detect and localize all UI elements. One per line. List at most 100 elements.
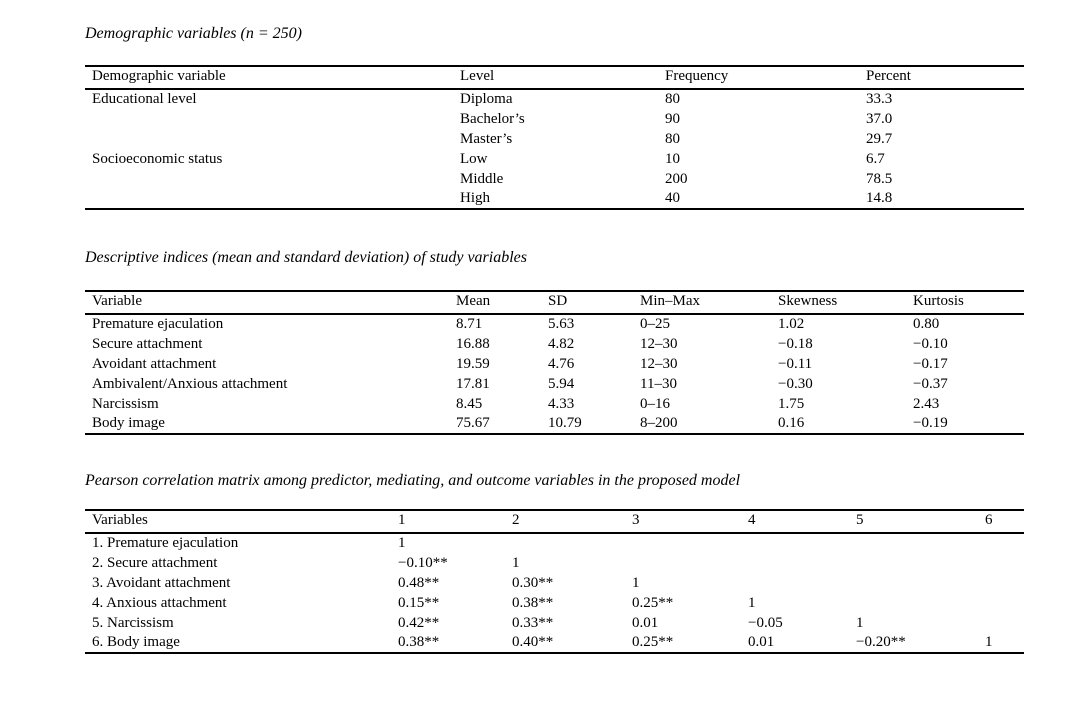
table-cell: 0.33**: [512, 614, 554, 631]
demographics-table: Demographic variable Level Frequency Percen…: [85, 65, 1024, 210]
table-cell: [978, 553, 1024, 573]
table-cell: 1: [632, 574, 640, 591]
table-cell: 2. Secure attachment: [92, 554, 218, 571]
table-cell: 8.45: [456, 395, 483, 412]
column-header: SD: [541, 291, 633, 315]
table-cell: [85, 169, 453, 189]
table-cell: 33.3: [866, 91, 893, 107]
section-correlation-matrix: Pearson correlation matrix among predict…: [85, 472, 1024, 654]
table-cell: Diploma: [460, 91, 513, 107]
table-cell: 0.38**: [398, 634, 440, 650]
column-header: Mean: [449, 291, 541, 315]
table-cell: 8.71: [456, 316, 483, 332]
table-cell: [849, 593, 978, 613]
table-cell: 4.76: [548, 355, 575, 372]
table-row: Master’s 80 29.7: [85, 129, 1024, 149]
column-header: 3: [625, 510, 741, 534]
table-cell: Low: [460, 150, 488, 167]
table-row: 5. Narcissism 0.42** 0.33** 0.01 −0.05 1: [85, 613, 1024, 633]
correlation-matrix-table: Variables 1 2 3 4 5 6 1. Premature ejaculation 1…: [85, 509, 1024, 654]
table-cell: [741, 573, 849, 593]
table-cell: 1: [856, 614, 864, 631]
column-header: Skewness: [771, 291, 906, 315]
page-content: Demographic variables (n = 250) Demograp…: [85, 25, 1024, 654]
column-header: Level: [453, 66, 658, 90]
table-cell: 6. Body image: [92, 634, 180, 650]
table-cell: 5.94: [548, 375, 575, 392]
column-header: 5: [849, 510, 978, 534]
table-cell: Narcissism: [92, 395, 159, 412]
table-cell: 12–30: [640, 335, 678, 352]
table-row: 1. Premature ejaculation 1: [85, 533, 1024, 553]
table-cell: 0.25**: [632, 634, 674, 650]
table-cell: 0.80: [913, 316, 940, 332]
table-cell: [978, 573, 1024, 593]
table-cell: 1: [398, 535, 406, 551]
table-cell: [625, 553, 741, 573]
table-cell: 17.81: [456, 375, 490, 392]
column-header: 6: [978, 510, 1024, 534]
table-cell: Secure attachment: [92, 335, 203, 352]
table-cell: 80: [665, 91, 680, 107]
table-cell: 10: [665, 150, 680, 167]
table-cell: Ambivalent/Anxious attachment: [92, 375, 288, 392]
table-cell: Avoidant attachment: [92, 355, 217, 372]
table-row: 2. Secure attachment −0.10** 1: [85, 553, 1024, 573]
table-cell: −0.10**: [398, 554, 448, 571]
column-header: Min–Max: [633, 291, 771, 315]
table-cell: 80: [665, 130, 680, 147]
table-row: Ambivalent/Anxious attachment 17.81 5.94 11…: [85, 374, 1024, 394]
column-header: Variables: [85, 510, 391, 534]
column-header: Percent: [859, 66, 1024, 90]
table-cell: 1: [512, 554, 520, 571]
table-cell: 37.0: [866, 110, 893, 127]
table-cell: High: [460, 190, 490, 206]
table-cell: −0.37: [913, 375, 948, 392]
table-cell: −0.20**: [856, 634, 906, 650]
table-cell: Master’s: [460, 130, 513, 147]
descriptives-table: Variable Mean SD Min–Max Skewness Kurtosis Pre…: [85, 290, 1024, 435]
table-cell: [741, 533, 849, 553]
table-cell: 16.88: [456, 335, 490, 352]
table-cell: [505, 533, 625, 553]
table-row: Avoidant attachment 19.59 4.76 12–30 −0.11 −0…: [85, 354, 1024, 374]
table-cell: 2.43: [913, 395, 940, 412]
table-cell: −0.11: [778, 355, 813, 372]
table-cell: 90: [665, 110, 680, 127]
column-header: Demographic variable: [85, 66, 453, 90]
table-cell: Socioeconomic status: [92, 150, 223, 167]
section-demographic-variables: Demographic variables (n = 250) Demograp…: [85, 25, 1024, 210]
table-cell: 3. Avoidant attachment: [92, 574, 231, 591]
table-cell: [978, 613, 1024, 633]
table-row: Bachelor’s 90 37.0: [85, 109, 1024, 129]
column-header: Frequency: [658, 66, 859, 90]
table-cell: Educational level: [92, 91, 197, 107]
table-cell: 1.02: [778, 316, 805, 332]
table-cell: 0.48**: [398, 574, 440, 591]
table-cell: −0.30: [778, 375, 813, 392]
table-cell: [978, 533, 1024, 553]
table-cell: [849, 573, 978, 593]
table-cell: 19.59: [456, 355, 490, 372]
table-cell: 10.79: [548, 415, 582, 431]
table-cell: 12–30: [640, 355, 678, 372]
table-cell: 4. Anxious attachment: [92, 594, 227, 611]
table-cell: 4.82: [548, 335, 575, 352]
column-header: 2: [505, 510, 625, 534]
table-cell: −0.05: [748, 614, 783, 631]
table-cell: [741, 553, 849, 573]
table-cell: [849, 553, 978, 573]
header-row: Variable Mean SD Min–Max Skewness Kurtosis: [85, 291, 1024, 315]
table-cell: 14.8: [866, 190, 893, 206]
table-cell: 0.42**: [398, 614, 440, 631]
table-row: Body image 75.67 10.79 8–200 0.16 −0.19: [85, 414, 1024, 434]
table-cell: −0.17: [913, 355, 948, 372]
table-cell: 40: [665, 190, 680, 206]
table-cell: −0.10: [913, 335, 948, 352]
table-cell: 0.16: [778, 415, 805, 431]
table-cell: 8–200: [640, 415, 678, 431]
table-title-demographics: Demographic variables (n = 250): [85, 25, 302, 42]
table-cell: 5. Narcissism: [92, 614, 174, 631]
table-cell: 1.75: [778, 395, 805, 412]
